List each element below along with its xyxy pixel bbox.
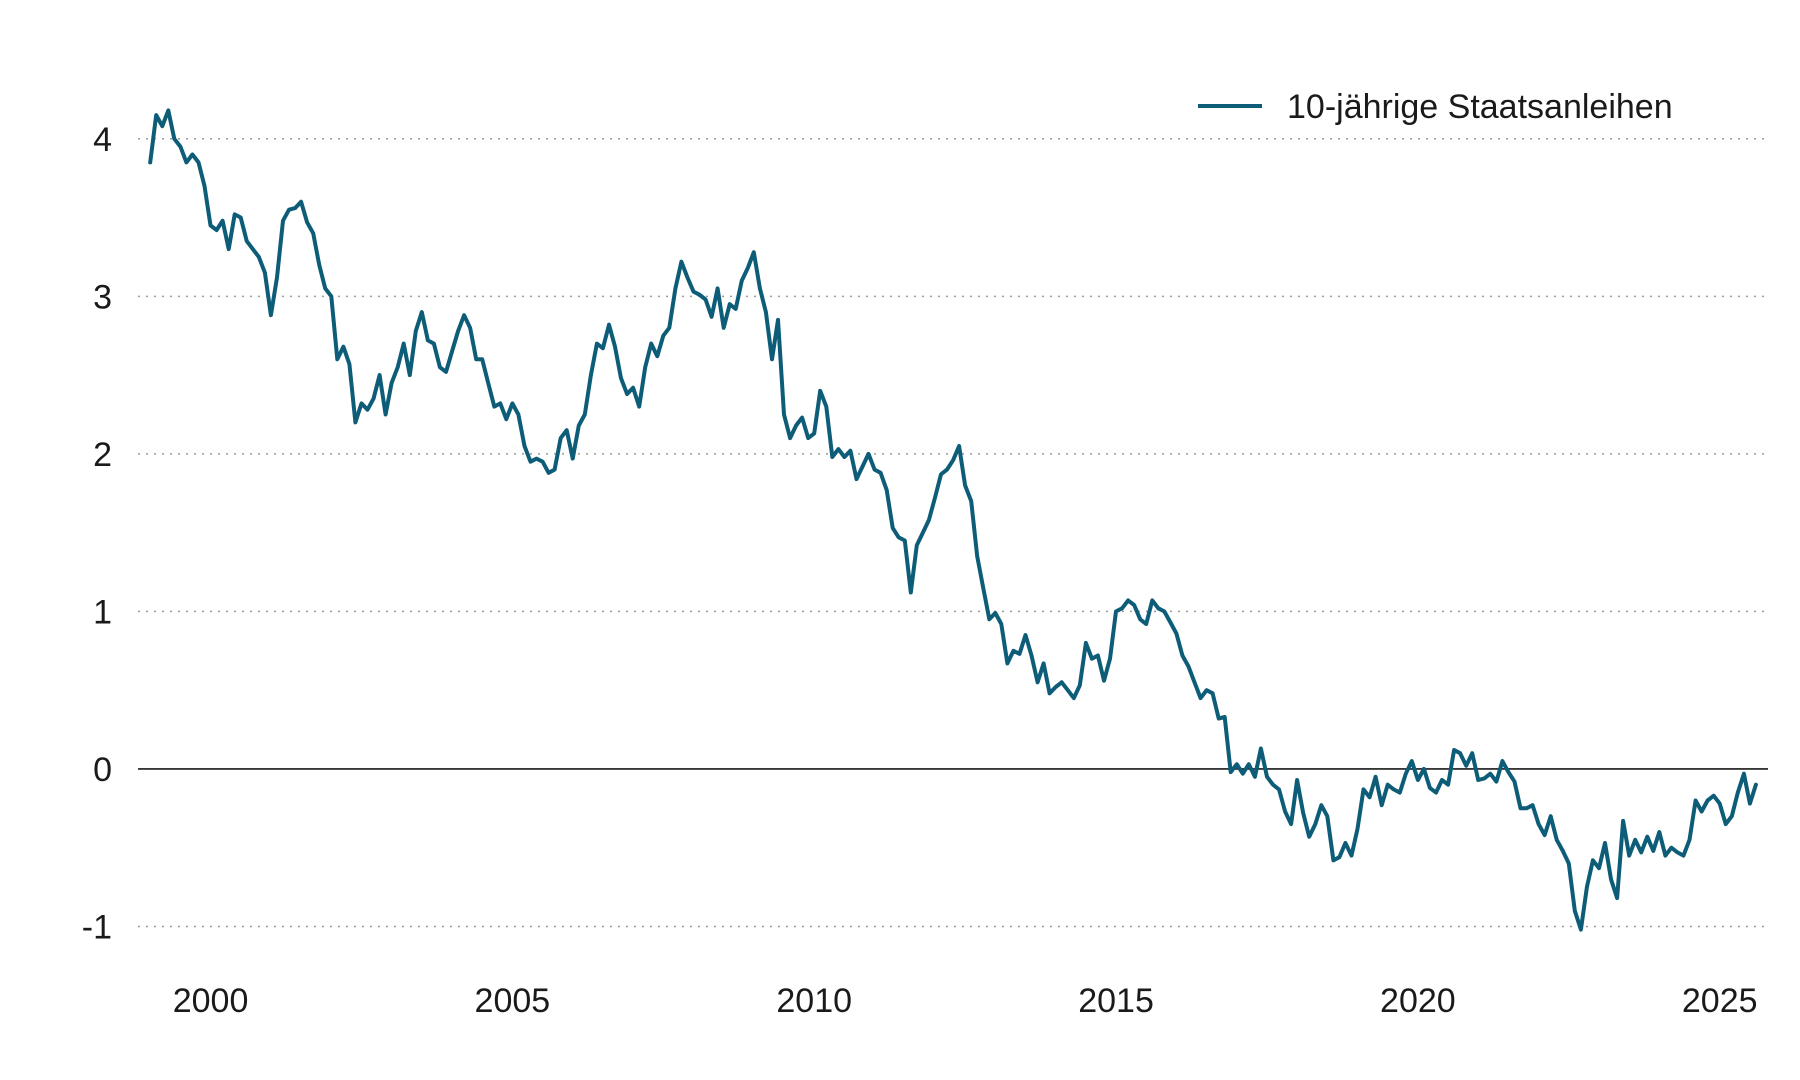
x-tick-label-2005: 2005 — [475, 982, 551, 1020]
x-tick-label-2015: 2015 — [1078, 982, 1154, 1020]
y-tick-label-minus1: -1 — [82, 908, 112, 946]
x-tick-label-2020: 2020 — [1380, 982, 1456, 1020]
y-tick-label-2: 2 — [93, 436, 112, 474]
legend: 10-jährige Staatsanleihen — [1198, 88, 1673, 126]
y-tick-label-1: 1 — [93, 593, 112, 631]
x-tick-label-2025: 2025 — [1682, 982, 1758, 1020]
legend-label-1: 10-jährige Staatsanleihen — [1287, 88, 1673, 126]
y-tick-label-3: 3 — [93, 278, 112, 316]
x-tick-label-2000: 2000 — [173, 982, 249, 1020]
series-lines — [148, 108, 1758, 932]
grid-lines — [138, 138, 1768, 928]
x-tick-label-2010: 2010 — [776, 982, 852, 1020]
y-tick-label-4: 4 — [93, 121, 112, 159]
x-axis-tick-labels: 2000 2005 2010 2015 2020 2025 — [173, 982, 1758, 1020]
y-axis-tick-labels: -1 0 1 2 3 4 — [82, 121, 112, 947]
y-tick-label-0: 0 — [93, 751, 112, 789]
series-line-1 — [148, 108, 1758, 932]
